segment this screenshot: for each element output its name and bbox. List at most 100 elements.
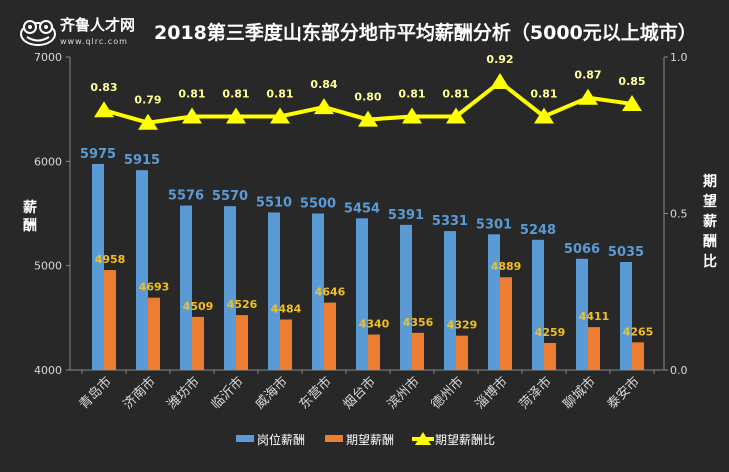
bar-job-salary-label: 5035 (608, 245, 644, 260)
ratio-marker (534, 107, 554, 124)
bar-expected-salary (192, 316, 204, 370)
logo-name: 齐鲁人才网 (60, 16, 136, 34)
bar-job-salary-label: 5500 (300, 197, 336, 212)
bar-job-salary (92, 163, 104, 370)
bar-job-salary-label: 5391 (388, 208, 424, 223)
y-tick-label: 5000 (34, 260, 62, 273)
bar-job-salary-label: 5570 (212, 189, 248, 204)
ratio-marker (490, 73, 510, 90)
category-label: 临沂市 (208, 374, 247, 413)
bar-expected-salary-label: 4526 (227, 298, 258, 311)
bar-job-salary (620, 262, 632, 370)
legend-swatch (325, 435, 343, 442)
legend-label: 岗位薪酬 (257, 432, 305, 447)
bar-job-salary-label: 5975 (80, 147, 116, 162)
ratio-marker (138, 113, 158, 130)
ratio-marker (446, 107, 466, 124)
bar-expected-salary-label: 4509 (183, 300, 214, 313)
ratio-marker (226, 107, 246, 124)
bar-expected-salary-label: 4411 (579, 310, 610, 323)
bar-job-salary-label: 5915 (124, 153, 160, 168)
ratio-marker (622, 94, 642, 111)
y-axis-title-char: 薪 (23, 199, 37, 216)
ratio-marker (314, 98, 334, 115)
y2-axis-title-char: 酬 (703, 234, 717, 250)
category-label: 德州市 (428, 374, 467, 413)
bar-job-salary (180, 205, 192, 370)
bar-job-salary (356, 218, 368, 370)
ratio-label: 0.84 (310, 78, 337, 91)
ratio-marker (402, 107, 422, 124)
legend-swatch (236, 435, 254, 442)
bar-job-salary-label: 5331 (432, 214, 468, 229)
bar-job-salary-label: 5510 (256, 195, 292, 210)
bar-expected-salary (148, 297, 160, 370)
bar-job-salary (532, 239, 544, 370)
y-axis-title-char: 酬 (23, 218, 37, 234)
bar-expected-salary (588, 327, 600, 370)
category-label: 菏泽市 (516, 374, 555, 413)
ratio-label: 0.92 (486, 53, 513, 66)
bar-expected-salary (280, 319, 292, 370)
bar-expected-salary-label: 4646 (315, 286, 346, 299)
category-label: 潍坊市 (164, 374, 203, 413)
ratio-marker (270, 107, 290, 124)
bar-expected-salary-label: 4340 (359, 318, 390, 331)
bar-job-salary-label: 5576 (168, 189, 204, 204)
bar-job-salary (224, 206, 236, 370)
category-label: 烟台市 (340, 374, 379, 413)
y2-axis-title-char: 期 (703, 174, 717, 190)
bar-expected-salary (544, 342, 556, 370)
logo-url: www.qlrc.com (60, 37, 128, 46)
bar-expected-salary (500, 277, 512, 370)
bar-job-salary-label: 5066 (564, 242, 600, 257)
bar-expected-salary-label: 4259 (535, 326, 566, 339)
bar-expected-salary (368, 334, 380, 370)
bar-expected-salary (324, 302, 336, 370)
ratio-label: 0.87 (574, 69, 601, 82)
bar-expected-salary (632, 342, 644, 370)
bar-expected-salary-label: 4356 (403, 316, 434, 329)
legend-marker (415, 432, 431, 445)
y-tick-label: 6000 (34, 155, 62, 168)
y-tick-label: 4000 (34, 364, 62, 377)
category-label: 东营市 (296, 374, 335, 413)
bar-expected-salary (236, 315, 248, 370)
bar-job-salary (576, 258, 588, 370)
category-label: 青岛市 (76, 374, 115, 413)
ratio-marker (94, 101, 114, 118)
bar-job-salary-label: 5301 (476, 217, 512, 232)
y2-tick-label: 0.0 (670, 364, 688, 377)
bar-job-salary-label: 5248 (520, 223, 556, 238)
bar-job-salary-label: 5454 (344, 201, 380, 216)
bar-expected-salary-label: 4958 (95, 253, 126, 266)
bar-expected-salary-label: 4329 (447, 319, 478, 332)
category-label: 泰安市 (604, 374, 643, 413)
ratio-label: 0.79 (134, 94, 161, 107)
category-label: 滨州市 (384, 374, 423, 413)
bar-expected-salary-label: 4693 (139, 281, 170, 294)
ratio-label: 0.81 (178, 87, 205, 100)
ratio-label: 0.81 (442, 87, 469, 100)
category-label: 济南市 (120, 374, 159, 413)
bar-expected-salary-label: 4265 (623, 325, 654, 338)
y2-axis-title-char: 望 (703, 193, 717, 210)
ratio-label: 0.83 (90, 81, 117, 94)
bar-job-salary (444, 231, 456, 370)
bar-expected-salary (104, 270, 116, 370)
ratio-label: 0.85 (618, 75, 645, 88)
y2-axis-title-char: 比 (703, 253, 717, 270)
ratio-marker (182, 107, 202, 124)
legend-label: 期望薪酬比 (435, 433, 495, 447)
bar-job-salary (268, 212, 280, 370)
ratio-label: 0.80 (354, 91, 381, 104)
ratio-label: 0.81 (266, 87, 293, 100)
y2-tick-label: 1.0 (670, 51, 688, 64)
bar-expected-salary-label: 4889 (491, 260, 522, 273)
frog-logo-icon (20, 20, 56, 46)
category-label: 威海市 (252, 374, 291, 413)
ratio-label: 0.81 (530, 87, 557, 100)
category-label: 聊城市 (560, 374, 599, 413)
bar-job-salary (488, 234, 500, 370)
